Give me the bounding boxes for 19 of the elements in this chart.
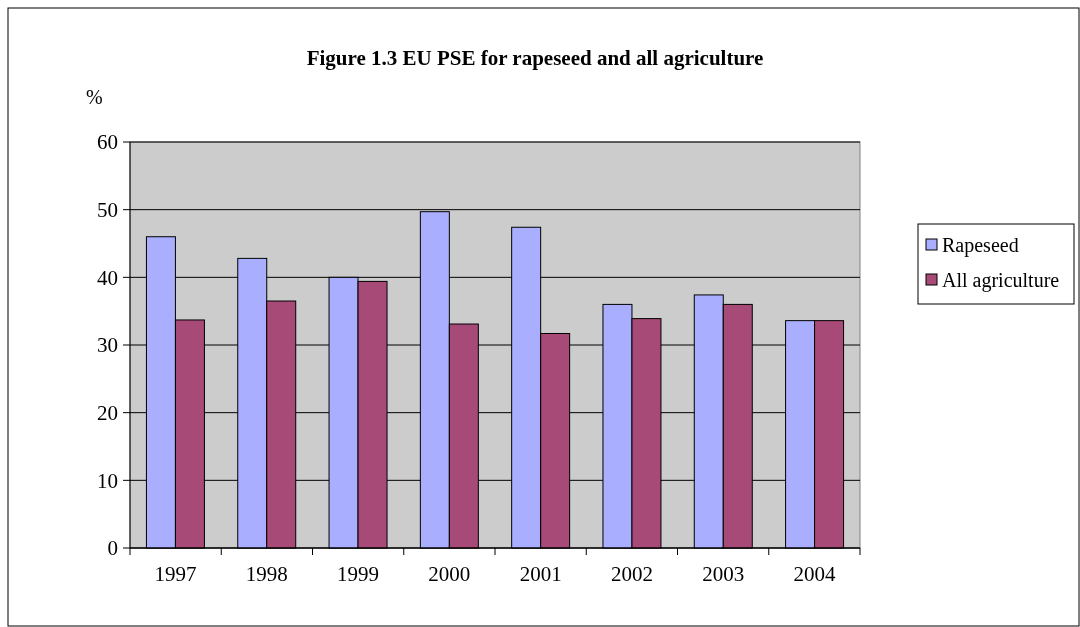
y-tick-label: 0 <box>107 536 118 561</box>
y-tick-label: 40 <box>97 265 118 290</box>
y-tick-label: 60 <box>97 130 118 155</box>
y-tick-label: 10 <box>97 468 118 493</box>
x-tick-label: 2004 <box>793 562 837 586</box>
legend-label: Rapeseed <box>942 234 1019 257</box>
y-axis-title: % <box>86 86 103 108</box>
y-tick-label: 30 <box>97 333 118 358</box>
x-tick-label: 2003 <box>702 562 745 586</box>
x-tick-label: 2001 <box>519 562 562 586</box>
chart-title: Figure 1.3 EU PSE for rapeseed and all agriculture <box>306 46 764 70</box>
y-tick-label: 50 <box>97 198 118 223</box>
legend-label: All agriculture <box>942 269 1060 292</box>
x-tick-label: 2002 <box>610 562 653 586</box>
x-tick-label: 1998 <box>245 562 288 586</box>
y-tick-label: 20 <box>97 401 118 426</box>
x-tick-label: 1999 <box>337 562 380 586</box>
x-tick-label: 1997 <box>154 562 197 586</box>
x-tick-label: 2000 <box>428 562 471 586</box>
